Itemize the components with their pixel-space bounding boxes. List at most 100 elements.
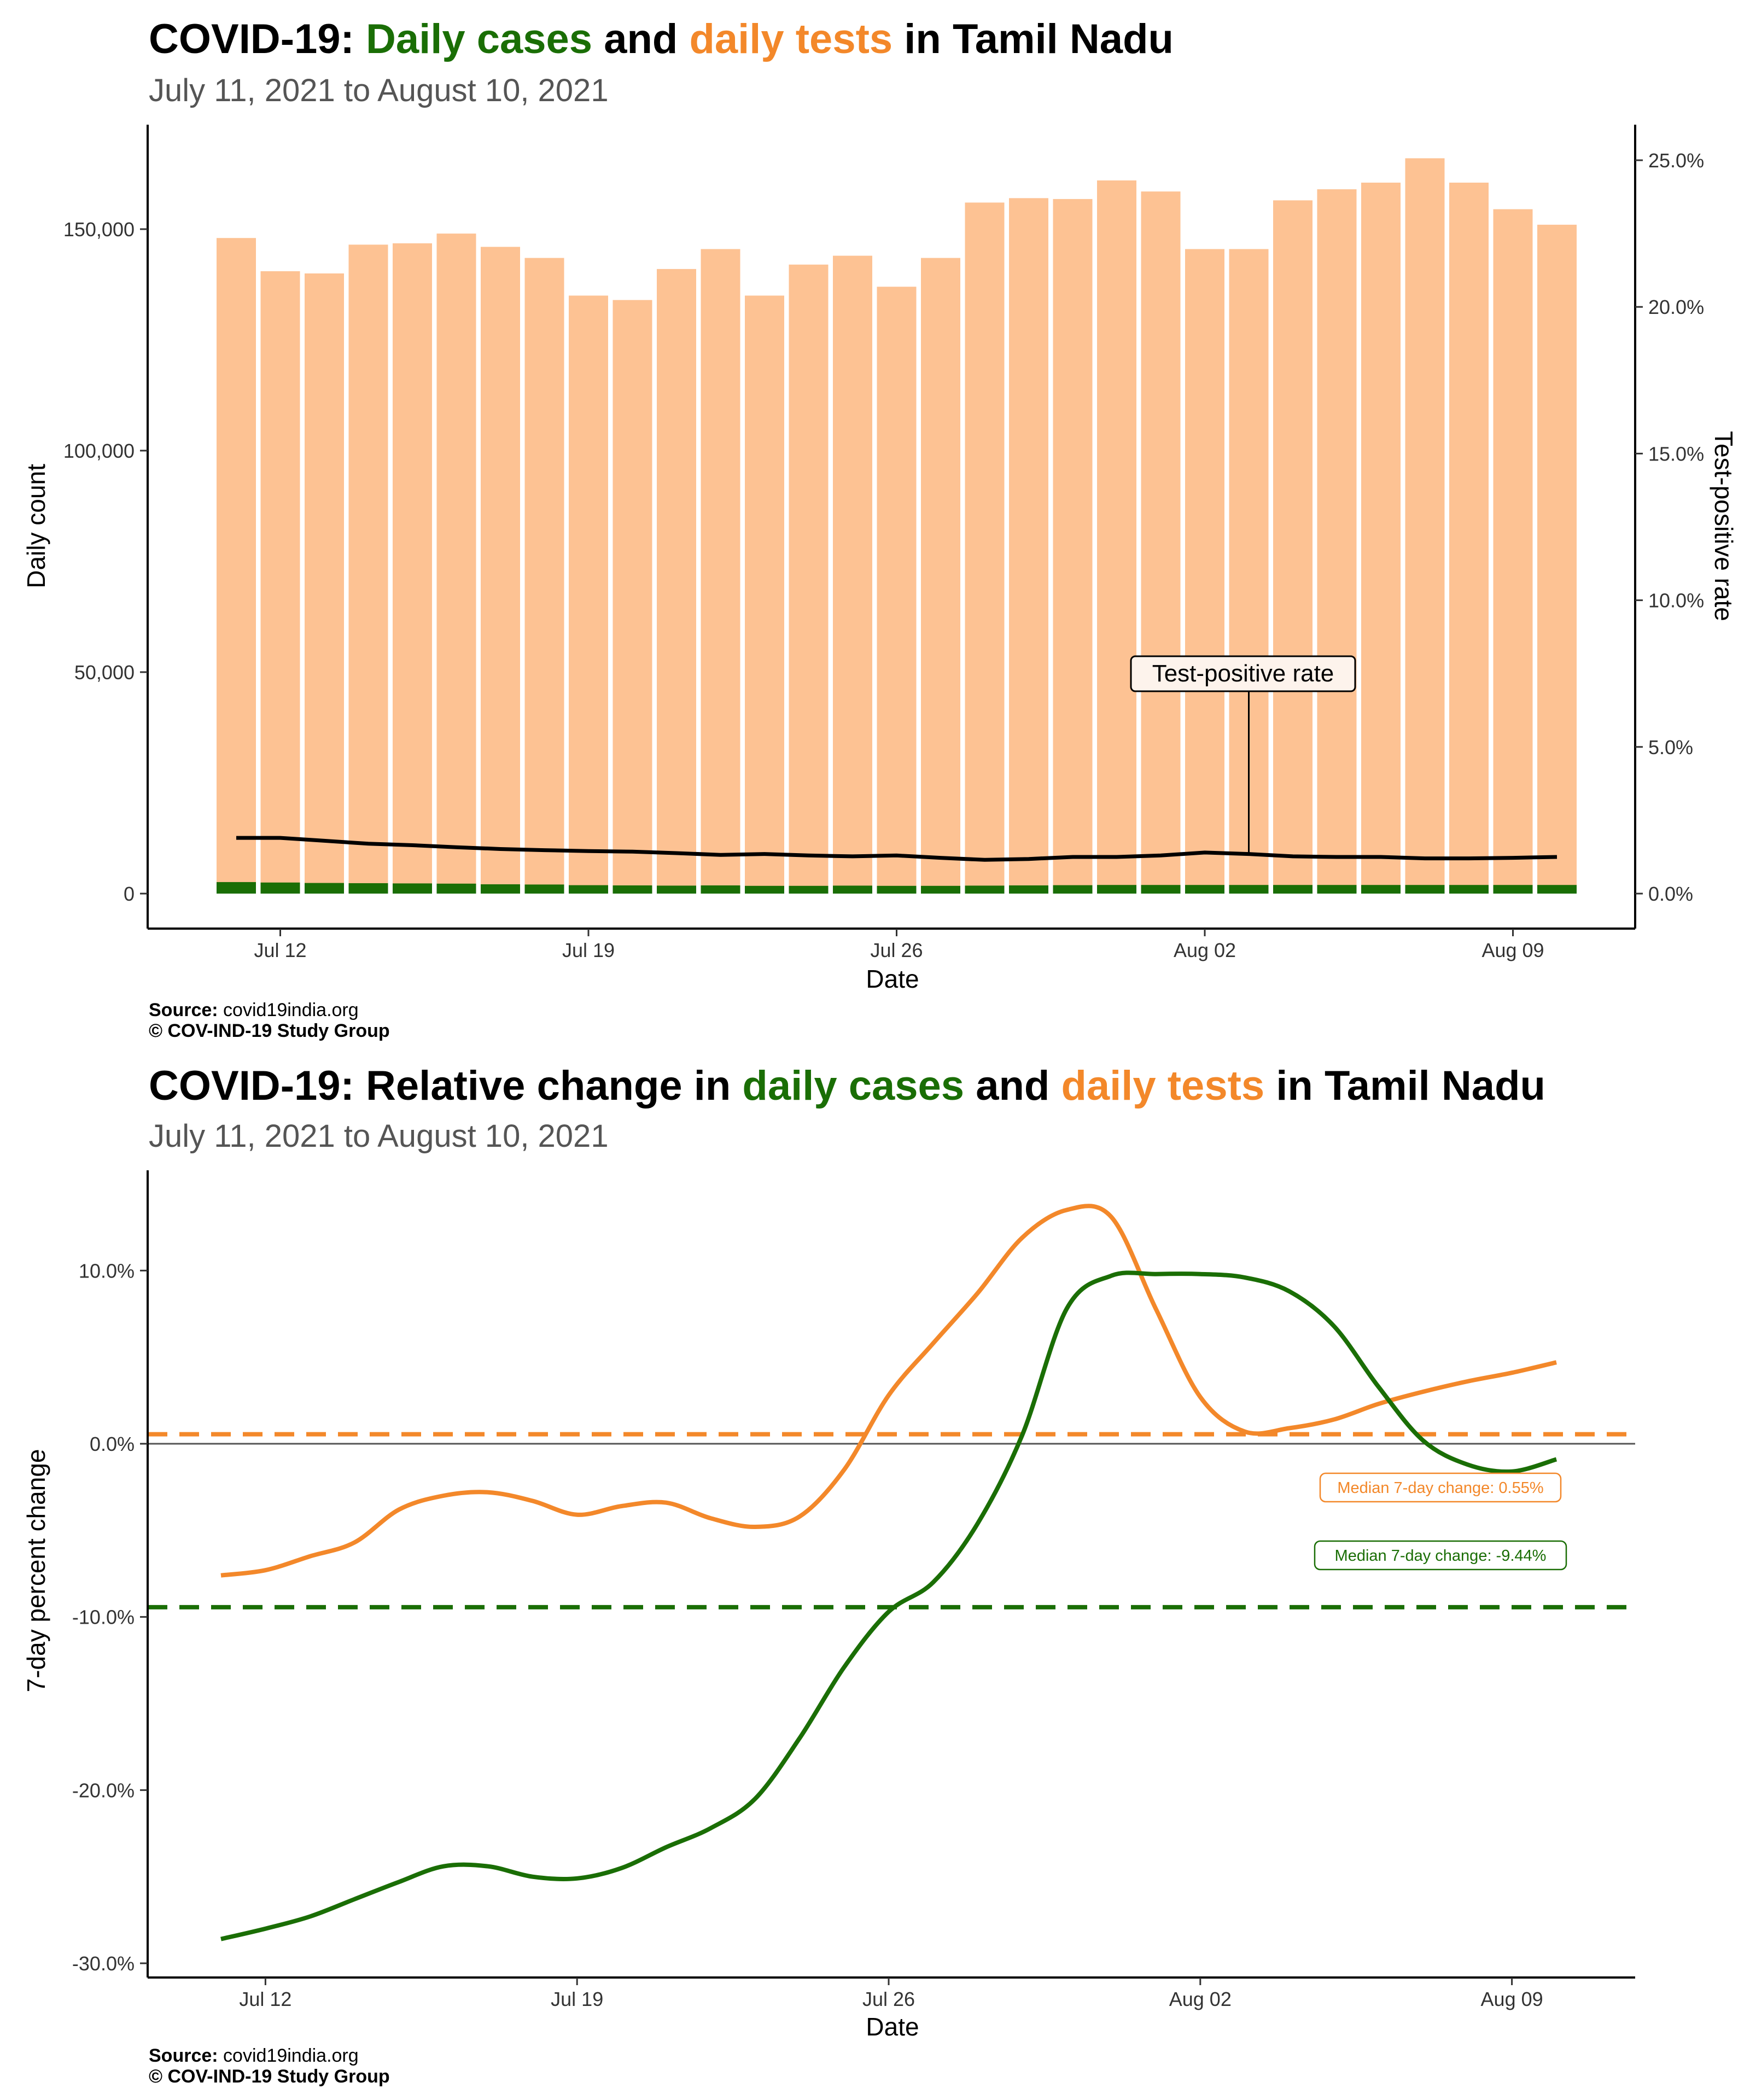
cases-bar — [1449, 885, 1489, 894]
tests-median-label-box — [1319, 1472, 1562, 1503]
y-right-tick-label: 10.0% — [1648, 590, 1704, 612]
tests-bar — [1317, 189, 1357, 894]
cases-median-label: Median 7-day change: -9.44% — [1335, 1547, 1547, 1565]
chart2-title-cases: daily cases — [742, 1063, 965, 1109]
chart1-title-tests: daily tests — [689, 16, 893, 62]
tests-bar — [1493, 209, 1533, 894]
cases-bar — [1141, 885, 1181, 894]
tests-bar — [657, 269, 696, 894]
chart1-title-cases: Daily cases — [365, 16, 593, 62]
chart2-title: COVID-19: Relative change in daily cases… — [149, 1063, 1545, 1109]
cases-bar — [305, 883, 344, 894]
cases-bar — [921, 885, 960, 894]
tests-bar — [217, 238, 256, 894]
y-tick-label: -10.0% — [72, 1606, 135, 1629]
x-tick-label: Jul 19 — [562, 939, 615, 961]
cases-bar — [217, 882, 256, 894]
chart1-title: COVID-19: Daily cases and daily tests in… — [149, 16, 1174, 62]
cases-bar — [1053, 885, 1093, 894]
y-tick-label: 10.0% — [79, 1259, 135, 1282]
tests-bar — [1537, 224, 1577, 894]
chart1-copyright: © COV-IND-19 Study Group — [149, 1020, 390, 1041]
cases-bar — [745, 885, 784, 894]
chart2-plot: Median 7-day change: 0.55% Median 7-day c… — [22, 1170, 1635, 2041]
x-tick-label: Jul 26 — [870, 939, 923, 961]
tests-bar — [305, 273, 344, 894]
cases-bar — [877, 885, 917, 894]
y-tick-label: 50,000 — [74, 661, 135, 684]
cases-bar — [1273, 885, 1312, 894]
x-tick-label: Jul 12 — [254, 939, 306, 961]
cases-change-line — [220, 1270, 1558, 1941]
y-right-tick-label: 15.0% — [1648, 442, 1704, 465]
y-axis-title: Daily count — [22, 464, 50, 588]
y-tick-label: 0 — [124, 883, 135, 905]
y-tick-label: -30.0% — [72, 1952, 135, 1975]
tests-bar — [789, 264, 829, 894]
tests-bar — [833, 255, 872, 894]
tests-bar — [1361, 182, 1401, 894]
tests-bar — [1405, 158, 1445, 894]
cases-bar — [348, 883, 388, 894]
x-tick-label: Aug 09 — [1481, 1988, 1543, 2010]
chart2-copyright: © COV-IND-19 Study Group — [149, 2066, 390, 2087]
y-right-tick-label: 0.0% — [1648, 883, 1693, 905]
x-axis-title: Date — [866, 2012, 919, 2041]
tests-bar — [745, 295, 784, 894]
cases-bar — [1537, 885, 1577, 894]
tests-bar — [1141, 191, 1181, 894]
cases-bar — [436, 883, 476, 894]
tests-bar — [260, 271, 300, 894]
tests-bar — [701, 249, 740, 894]
tests-bar — [921, 258, 960, 894]
x-axis-title: Date — [866, 965, 919, 993]
y-tick-label: -20.0% — [72, 1779, 135, 1801]
cases-bar — [965, 885, 1005, 894]
cases-bar — [1009, 885, 1048, 894]
y-tick-label: 100,000 — [63, 440, 135, 462]
x-tick-label: Aug 02 — [1169, 1988, 1232, 2010]
chart1-plot: Test-positive rate 0 50,000 100,000 150,000 0… — [22, 125, 1738, 993]
cases-bar — [657, 885, 696, 894]
tests-bar — [1097, 180, 1136, 894]
tests-bar — [612, 300, 652, 894]
cases-bar — [701, 885, 740, 894]
cases-bar — [1405, 885, 1445, 894]
y-right-tick-label: 5.0% — [1648, 736, 1693, 759]
tests-median-label: Median 7-day change: 0.55% — [1337, 1479, 1543, 1497]
cases-bar — [1185, 885, 1224, 894]
tests-bar — [1009, 198, 1048, 894]
cases-bar — [260, 882, 300, 894]
tests-bar — [1273, 200, 1312, 894]
cases-bar — [569, 885, 608, 894]
cases-bar — [1097, 885, 1136, 894]
chart2-subtitle: July 11, 2021 to August 10, 2021 — [149, 1118, 609, 1154]
tests-bar — [348, 244, 388, 894]
cases-bar — [1361, 885, 1401, 894]
tpr-annotation-box — [1130, 655, 1356, 692]
y-axis-title: 7-day percent change — [22, 1449, 50, 1693]
tests-bar — [481, 247, 520, 894]
tests-bar — [965, 202, 1005, 894]
cases-median-label-box — [1314, 1540, 1567, 1571]
tests-bar — [524, 258, 564, 894]
cases-bar — [524, 884, 564, 894]
tests-bar — [1053, 199, 1093, 894]
cases-bar — [481, 884, 520, 894]
chart1-subtitle: July 11, 2021 to August 10, 2021 — [149, 73, 609, 108]
tests-bar — [393, 243, 432, 894]
y-tick-label: 150,000 — [63, 218, 135, 241]
cases-bar — [1229, 885, 1269, 894]
tests-change-line — [220, 1204, 1557, 1578]
chart1-source: Source: covid19india.org — [149, 1000, 359, 1020]
y-right-tick-label: 25.0% — [1648, 149, 1704, 172]
tests-bar — [569, 295, 608, 894]
tpr-annotation-label: Test-positive rate — [1152, 660, 1334, 687]
tests-bar — [436, 234, 476, 894]
tests-bar — [877, 287, 917, 894]
x-tick-label: Jul 26 — [862, 1988, 915, 2010]
y-right-axis-title: Test-positive rate — [1710, 431, 1738, 621]
cases-bar — [789, 885, 829, 894]
chart2-title-tests: daily tests — [1061, 1063, 1265, 1109]
x-tick-label: Jul 12 — [239, 1988, 291, 2010]
